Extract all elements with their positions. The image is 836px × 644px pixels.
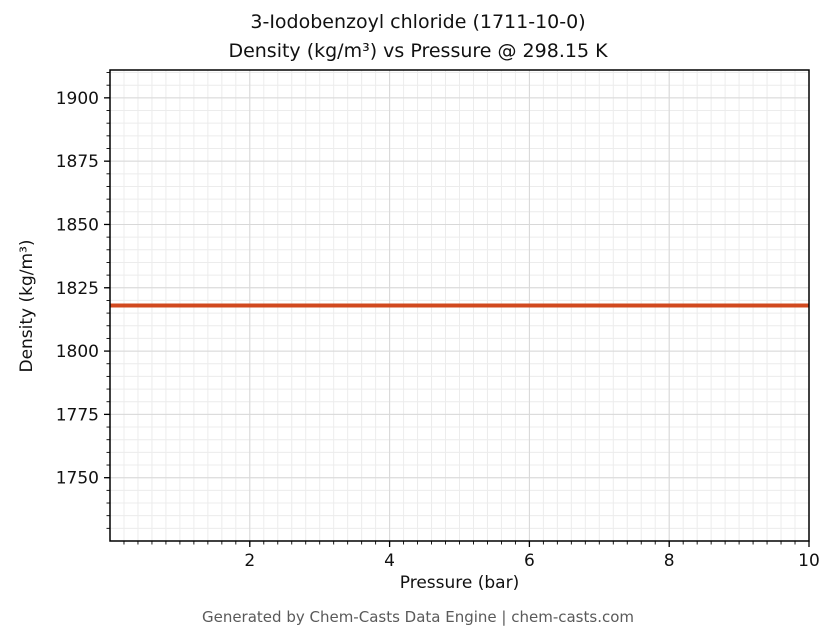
x-tick-label: 4 xyxy=(384,551,395,571)
x-tick-label: 2 xyxy=(244,551,255,571)
y-tick-label: 1850 xyxy=(56,215,99,235)
footer-credit: Generated by Chem-Casts Data Engine | ch… xyxy=(201,608,635,626)
y-tick-label: 1875 xyxy=(56,152,99,172)
plot-border xyxy=(109,69,810,542)
y-tick-label: 1800 xyxy=(56,342,99,362)
chart-title-line2: Density (kg/m³) vs Pressure @ 298.15 K xyxy=(228,40,608,62)
x-tick-label: 8 xyxy=(664,551,675,571)
x-tick-label: 10 xyxy=(798,551,820,571)
y-tick-label: 1825 xyxy=(56,279,99,299)
y-tick-label: 1900 xyxy=(56,89,99,109)
y-tick-label: 1775 xyxy=(56,405,99,425)
x-tick-label: 6 xyxy=(524,551,535,571)
chart-title-line1: 3-Iodobenzoyl chloride (1711-10-0) xyxy=(250,11,586,33)
chart-title: 3-Iodobenzoyl chloride (1711-10-0) Densi… xyxy=(0,8,836,66)
y-tick-label: 1750 xyxy=(56,469,99,489)
x-axis-label: Pressure (bar) xyxy=(399,573,520,593)
